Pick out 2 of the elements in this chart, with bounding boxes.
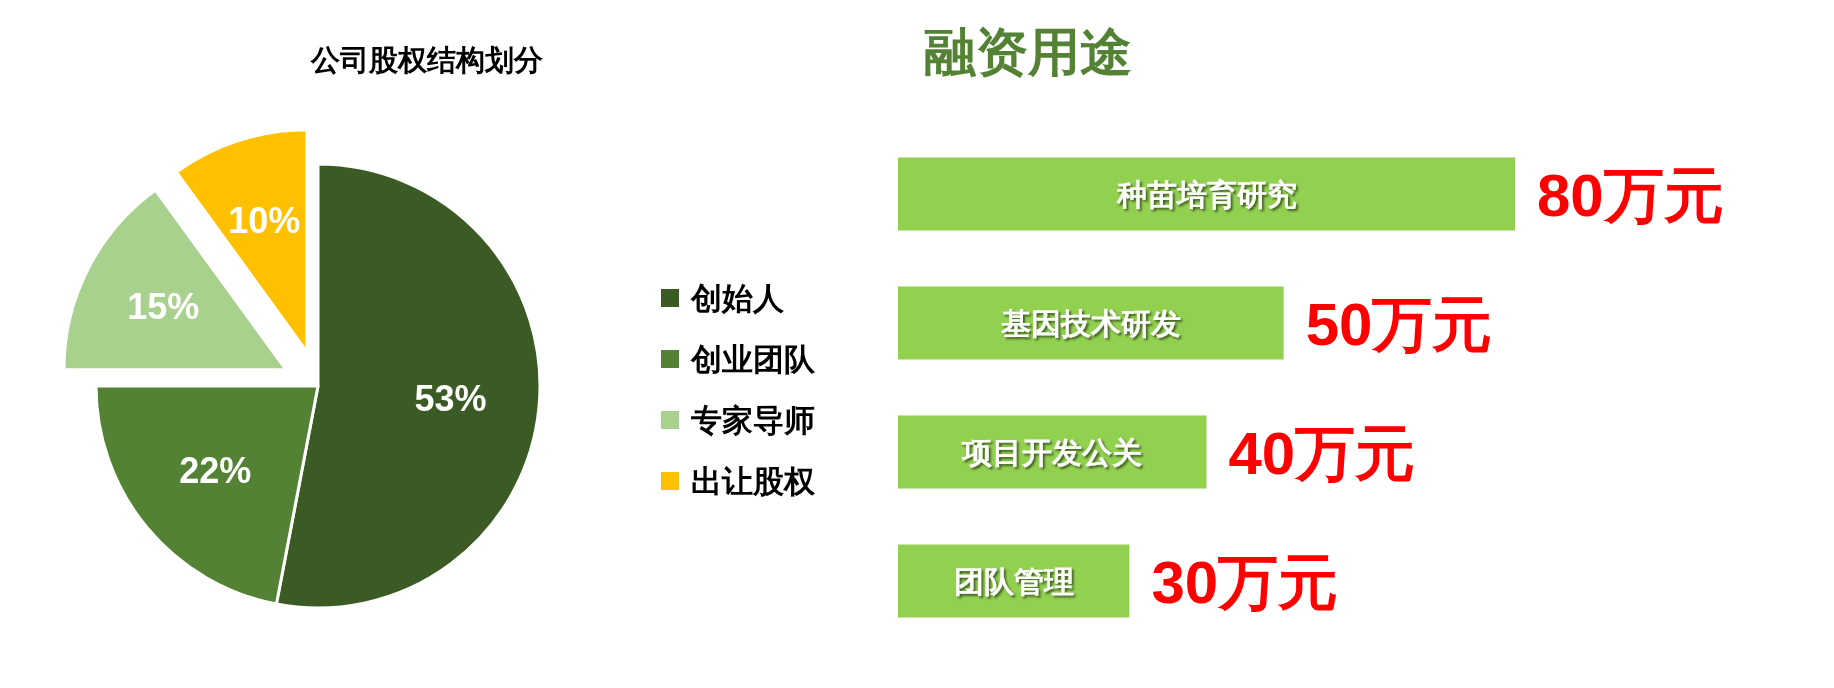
title: 融资用途 [924, 23, 1132, 81]
title: 公司股权结构划分 [311, 44, 543, 76]
